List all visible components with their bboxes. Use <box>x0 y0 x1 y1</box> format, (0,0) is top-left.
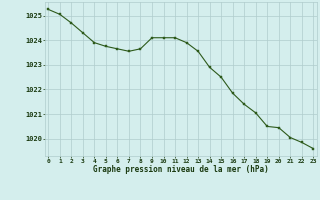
X-axis label: Graphe pression niveau de la mer (hPa): Graphe pression niveau de la mer (hPa) <box>93 165 269 174</box>
